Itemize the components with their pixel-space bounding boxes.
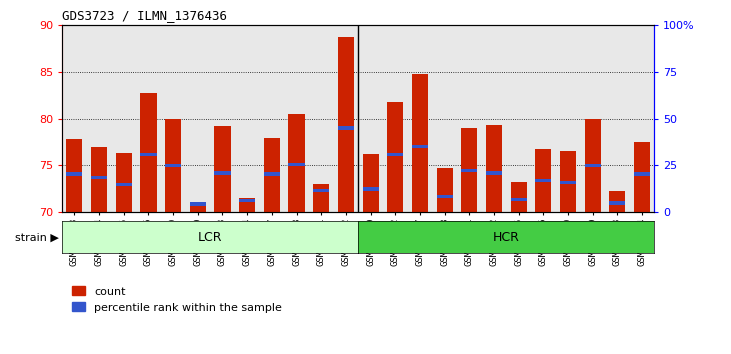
Bar [115,183,132,186]
Text: GDS3723 / ILMN_1376436: GDS3723 / ILMN_1376436 [62,9,227,22]
Bar [264,172,280,176]
Bar [585,119,601,212]
Text: HCR: HCR [493,231,520,244]
Bar [609,191,625,212]
Legend: count, percentile rank within the sample: count, percentile rank within the sample [68,282,287,317]
Bar [338,37,354,212]
Bar [412,74,428,212]
Bar [363,154,379,212]
Bar [486,171,502,175]
Bar [313,189,329,193]
Text: strain ▶: strain ▶ [15,232,58,242]
Bar [436,168,452,212]
Bar [412,145,428,148]
Bar [535,149,551,212]
Bar [67,172,83,176]
Bar [560,152,576,212]
Bar [387,102,404,212]
Bar [560,181,576,184]
Bar [289,114,305,212]
Bar [634,142,650,212]
Bar [387,153,404,156]
Bar [461,128,477,212]
Bar [585,164,601,167]
Bar [363,187,379,190]
Bar [436,195,452,198]
Bar [634,172,650,176]
Bar [535,179,551,182]
Bar [214,126,230,212]
Bar [140,153,156,156]
Bar [140,93,156,212]
Bar [289,163,305,166]
Bar [190,202,206,206]
Bar [486,125,502,212]
Bar [165,164,181,167]
Bar [239,199,255,202]
Bar [338,126,354,130]
Bar [190,203,206,212]
Bar [264,138,280,212]
Bar [91,176,107,179]
Bar [67,139,83,212]
Bar [461,169,477,172]
Bar [510,182,526,212]
Bar [115,153,132,212]
Bar [510,198,526,201]
Bar [214,171,230,175]
Bar [91,147,107,212]
Bar [313,184,329,212]
Bar [165,119,181,212]
Bar [239,198,255,212]
Text: LCR: LCR [198,231,222,244]
Bar [609,201,625,205]
